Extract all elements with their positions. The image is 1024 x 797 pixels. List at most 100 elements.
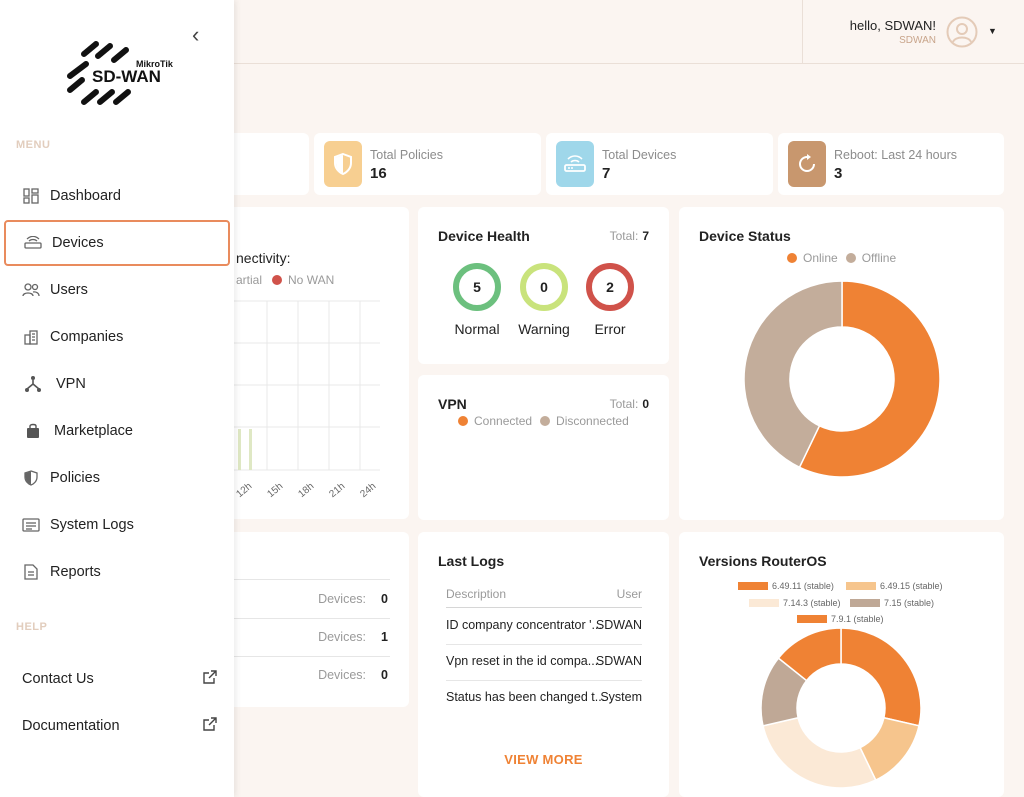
log-user: System [600, 690, 642, 704]
list-item[interactable]: Devices: 0 [220, 668, 390, 686]
documentation-link[interactable]: Documentation [22, 711, 218, 741]
stat-card-devices: Total Devices 7 [546, 133, 773, 195]
sidebar-item-marketplace[interactable]: Marketplace [4, 408, 230, 454]
table-row[interactable]: ID company concentrator '... SDWAN [446, 618, 642, 636]
log-description: Vpn reset in the id compa... [446, 654, 599, 668]
shield-icon [22, 469, 40, 487]
vpn-icon [24, 375, 42, 393]
sidebar-item-system-logs[interactable]: System Logs [4, 502, 230, 548]
list-item[interactable]: Devices: 0 [220, 592, 390, 610]
refresh-icon [788, 141, 826, 187]
card-title: Versions RouterOS [699, 553, 827, 569]
stat-card-policies: Total Policies 16 [314, 133, 541, 195]
devices-label: Devices: [318, 668, 366, 682]
health-warning: 0 Warning [509, 263, 579, 337]
legend-item: 7.14.3 (stable) [749, 598, 841, 608]
pie-slice [777, 628, 842, 682]
user-greeting: hello, SDWAN! [849, 18, 936, 33]
legend-dot [272, 275, 283, 285]
stat-card-hidden [220, 133, 309, 195]
total-count: Total: 7 [609, 229, 649, 243]
stat-card-reboot: Reboot: Last 24 hours 3 [778, 133, 1004, 195]
sidebar-item-label: VPN [56, 376, 86, 392]
avatar-icon[interactable] [946, 16, 978, 48]
stat-label: Total Policies [370, 148, 443, 162]
sidebar-item-companies[interactable]: Companies [4, 314, 230, 360]
devices-count: 1 [381, 630, 388, 644]
x-axis-ticks: 12h 15h 18h 21h 24h [220, 481, 409, 505]
sidebar-item-label: Companies [50, 329, 124, 345]
pie-slice [840, 628, 922, 727]
divider [446, 644, 642, 645]
sidebar-item-label: Dashboard [50, 188, 121, 204]
divider [220, 656, 390, 657]
vpn-legend: Connected Disconnected [458, 414, 637, 428]
connectivity-chart [234, 300, 380, 471]
user-menu[interactable]: hello, SDWAN! SDWAN ▼ [802, 0, 1024, 64]
card-title: Last Logs [438, 553, 505, 569]
table-row[interactable]: Status has been changed t... System [446, 690, 642, 708]
col-description: Description [446, 587, 507, 601]
stat-label: Total Devices [602, 148, 677, 162]
sidebar-item-label: Marketplace [54, 423, 133, 439]
sidebar-item-users[interactable]: Users [4, 267, 230, 313]
health-label: Warning [518, 321, 570, 337]
health-error: 2 Error [575, 263, 645, 337]
sidebar-item-label: System Logs [50, 517, 134, 533]
chevron-left-icon[interactable]: ‹ [192, 22, 200, 47]
total-count: Total: 0 [609, 397, 649, 411]
legend-item: Disconnected [540, 414, 629, 428]
legend-item: 7.9.1 (stable) [797, 614, 884, 624]
external-link-icon [202, 716, 218, 736]
contact-us-link[interactable]: Contact Us [22, 664, 218, 694]
log-description: Status has been changed t... [446, 690, 606, 704]
divider [220, 579, 390, 580]
bag-icon [24, 422, 42, 440]
chart-bar [238, 429, 241, 470]
legend-partial: artial [236, 273, 263, 287]
sidebar-item-reports[interactable]: Reports [4, 549, 230, 595]
device-status-card: Device Status Online Offline [679, 207, 1004, 520]
sidebar-item-dashboard[interactable]: Dashboard [4, 173, 230, 219]
sidebar: ‹ MikroTik SD-WAN MENU Dashboard Devices… [0, 0, 234, 797]
router-icon [24, 234, 42, 252]
report-icon [22, 563, 40, 581]
health-label: Error [594, 321, 626, 337]
health-ring: 5 [453, 263, 501, 311]
stat-value: 16 [370, 165, 387, 182]
user-name: SDWAN [899, 35, 936, 46]
legend-item: Connected [458, 414, 532, 428]
pie-slice [743, 280, 843, 469]
log-user: SDWAN [595, 654, 642, 668]
list-item[interactable]: Devices: 1 [220, 630, 390, 648]
logs-icon [22, 516, 40, 534]
card-title: Device Status [699, 228, 791, 244]
connectivity-legend: artial No WAN [236, 273, 334, 287]
chart-bar [249, 429, 252, 470]
sidebar-item-devices[interactable]: Devices [4, 220, 230, 266]
table-row[interactable]: Vpn reset in the id compa... SDWAN [446, 654, 642, 672]
legend-item: 7.15 (stable) [850, 598, 934, 608]
sidebar-item-policies[interactable]: Policies [4, 455, 230, 501]
pie-slice [798, 280, 941, 478]
devices-label: Devices: [318, 592, 366, 606]
stat-value: 3 [834, 165, 843, 182]
devices-count: 0 [381, 592, 388, 606]
stat-label: Reboot: Last 24 hours [834, 148, 957, 162]
logo-brand: MikroTik [136, 59, 174, 69]
legend-nowan: No WAN [288, 273, 335, 287]
help-item-label: Documentation [22, 718, 120, 734]
logo-product: SD-WAN [92, 67, 161, 86]
sidebar-item-vpn[interactable]: VPN [4, 361, 230, 407]
col-user: User [616, 587, 642, 601]
device-health-card: Device Health Total: 7 5 Normal 0 Warning… [418, 207, 669, 364]
versions-card: Versions RouterOS 6.49.11 (stable) 6.49.… [679, 532, 1004, 797]
log-user: SDWAN [595, 618, 642, 632]
chevron-down-icon[interactable]: ▼ [988, 26, 997, 36]
divider [446, 680, 642, 681]
shield-icon [324, 141, 362, 187]
view-more-button[interactable]: VIEW MORE [504, 752, 583, 767]
connectivity-card: nectivity: artial No WAN 12h 15h 18h 21h… [220, 207, 409, 519]
dashboard-icon [22, 187, 40, 205]
log-description: ID company concentrator '... [446, 618, 602, 632]
